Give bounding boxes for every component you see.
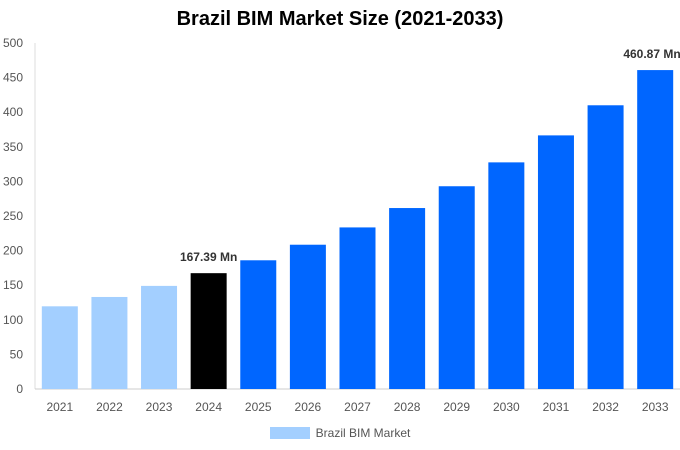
x-tick-label: 2022 — [96, 400, 123, 414]
bar-2030 — [488, 162, 525, 389]
legend-swatch — [269, 427, 310, 439]
bar-2032 — [587, 105, 624, 389]
x-tick-label: 2030 — [493, 400, 520, 414]
x-tick-label: 2027 — [344, 400, 371, 414]
x-tick-label: 2033 — [642, 400, 669, 414]
bar-2021 — [41, 306, 78, 389]
x-tick-label: 2026 — [295, 400, 322, 414]
x-tick-label: 2025 — [245, 400, 272, 414]
bar-2022 — [91, 296, 128, 389]
y-tick-label: 350 — [3, 140, 23, 154]
bar-2025 — [240, 260, 277, 389]
y-tick-label: 150 — [3, 278, 23, 292]
y-tick-label: 0 — [16, 382, 23, 396]
bar-2023 — [141, 285, 178, 389]
bar-2031 — [537, 135, 574, 389]
bar-2028 — [389, 208, 426, 389]
x-tick-label: 2023 — [146, 400, 173, 414]
bar-2029 — [438, 186, 475, 389]
x-tick-label: 2024 — [195, 400, 222, 414]
y-tick-label: 50 — [10, 347, 24, 361]
x-tick-label: 2029 — [443, 400, 470, 414]
bar-2027 — [339, 227, 376, 389]
chart-title: Brazil BIM Market Size (2021-2033) — [176, 8, 504, 30]
y-tick-label: 400 — [3, 105, 23, 119]
bar-2024 — [190, 273, 227, 389]
x-tick-label: 2021 — [46, 400, 73, 414]
y-tick-label: 300 — [3, 174, 23, 188]
y-tick-label: 250 — [3, 209, 23, 223]
bar-2026 — [289, 244, 326, 389]
data-label-2033: 460.87 Mn — [623, 47, 680, 61]
x-tick-label: 2032 — [592, 400, 619, 414]
data-label-2024: 167.39 Mn — [180, 250, 237, 264]
legend-label: Brazil BIM Market — [315, 426, 411, 440]
x-tick-label: 2028 — [394, 400, 421, 414]
y-tick-label: 500 — [3, 36, 23, 50]
legend[interactable]: Brazil BIM Market — [0, 426, 680, 440]
y-tick-label: 450 — [3, 71, 23, 85]
y-tick-label: 100 — [3, 313, 23, 327]
bar-2033 — [637, 70, 674, 390]
x-tick-label: 2031 — [543, 400, 570, 414]
y-tick-label: 200 — [3, 244, 23, 258]
